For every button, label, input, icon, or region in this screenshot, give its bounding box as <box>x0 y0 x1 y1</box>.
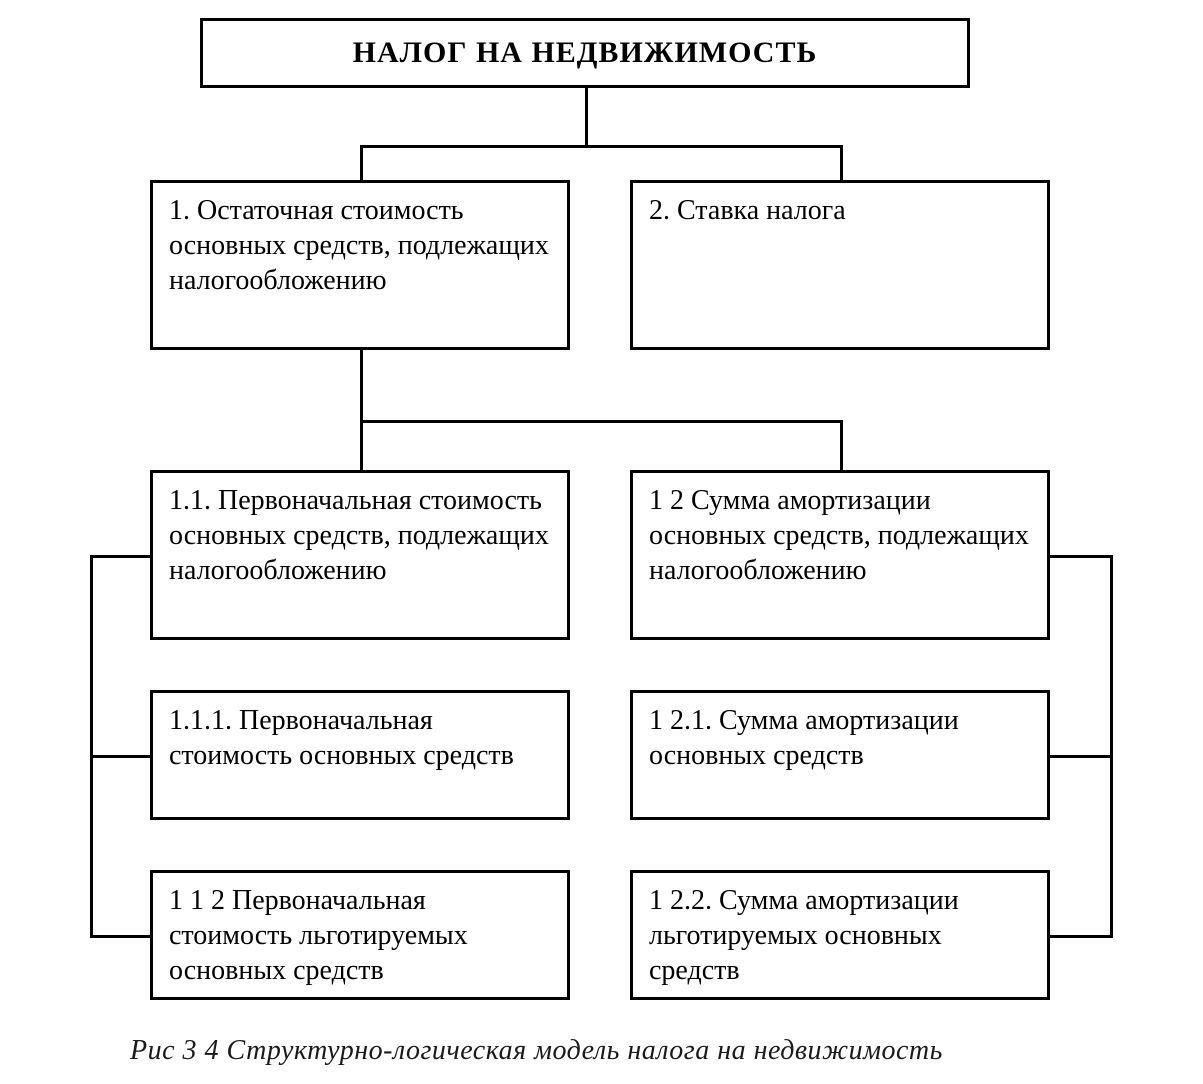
conn-n1-drop <box>360 350 363 420</box>
conn-left-stub-111 <box>90 755 150 758</box>
figure-caption: Рис 3 4 Структурно-логическая модель нал… <box>130 1035 943 1067</box>
conn-left-stub-112 <box>90 935 150 938</box>
conn-root-drop <box>585 88 588 145</box>
node-1-1: 1.1. Первоначальная стоимость основных с… <box>150 470 570 640</box>
node-1-1-1-label: 1.1.1. Первоначальная стоимость основных… <box>169 703 551 773</box>
node-1-2-2-label: 1 2.2. Сумма амортизации льготируемых ос… <box>649 883 1031 988</box>
conn-n1-drop-right <box>840 420 843 470</box>
node-1-1-2: 1 1 2 Первоначальная стоимость льготируе… <box>150 870 570 1000</box>
node-1-2-label: 1 2 Сумма амортизации основных средств, … <box>649 483 1031 588</box>
conn-root-hbar <box>360 145 843 148</box>
node-1-2-1: 1 2.1. Сумма амортизации основных средст… <box>630 690 1050 820</box>
conn-n1-hbar <box>360 420 843 423</box>
node-1-1-2-label: 1 1 2 Первоначальная стоимость льготируе… <box>169 883 551 988</box>
conn-root-drop-left <box>360 145 363 180</box>
conn-root-drop-right <box>840 145 843 180</box>
node-1-1-1: 1.1.1. Первоначальная стоимость основных… <box>150 690 570 820</box>
node-1-1-label: 1.1. Первоначальная стоимость основных с… <box>169 483 551 588</box>
node-1-2: 1 2 Сумма амортизации основных средств, … <box>630 470 1050 640</box>
node-root: НАЛОГ НА НЕДВИЖИМОСТЬ <box>200 18 970 88</box>
conn-right-stub-122 <box>1050 935 1110 938</box>
conn-n1-drop-left <box>360 420 363 470</box>
conn-right-stub-12 <box>1050 555 1110 558</box>
figure-caption-text: Рис 3 4 Структурно-логическая модель нал… <box>130 1035 943 1066</box>
node-1: 1. Остаточная стоимость основных средств… <box>150 180 570 350</box>
node-1-2-2: 1 2.2. Сумма амортизации льготируемых ос… <box>630 870 1050 1000</box>
node-1-label: 1. Остаточная стоимость основных средств… <box>169 193 551 298</box>
node-1-2-1-label: 1 2.1. Сумма амортизации основных средст… <box>649 703 1031 773</box>
node-2-label: 2. Ставка налога <box>649 193 846 228</box>
conn-right-stub-121 <box>1050 755 1110 758</box>
node-root-label: НАЛОГ НА НЕДВИЖИМОСТЬ <box>353 34 818 72</box>
diagram-stage: НАЛОГ НА НЕДВИЖИМОСТЬ 1. Остаточная стои… <box>0 0 1203 1084</box>
conn-left-bus <box>90 555 93 938</box>
conn-right-bus <box>1110 555 1113 938</box>
node-2: 2. Ставка налога <box>630 180 1050 350</box>
conn-left-stub-11 <box>90 555 150 558</box>
